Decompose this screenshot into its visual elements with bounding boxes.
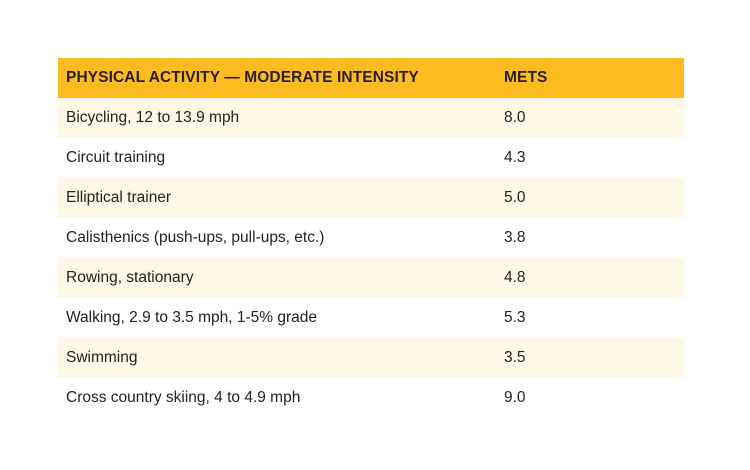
mets-table: PHYSICAL ACTIVITY — MODERATE INTENSITY M…: [58, 58, 684, 418]
activity-cell: Walking, 2.9 to 3.5 mph, 1-5% grade: [66, 309, 318, 326]
table-header: PHYSICAL ACTIVITY — MODERATE INTENSITY M…: [58, 58, 684, 98]
mets-cell: 5.3: [504, 309, 526, 326]
table-row: Bicycling, 12 to 13.9 mph 8.0: [58, 98, 684, 138]
activity-cell: Cross country skiing, 4 to 4.9 mph: [66, 389, 301, 406]
table-row: Cross country skiing, 4 to 4.9 mph 9.0: [58, 378, 684, 418]
mets-cell: 9.0: [504, 389, 526, 406]
mets-cell: 3.8: [504, 229, 526, 246]
activity-cell: Calisthenics (push-ups, pull-ups, etc.): [66, 229, 325, 246]
mets-cell: 5.0: [504, 189, 526, 206]
header-activity: PHYSICAL ACTIVITY — MODERATE INTENSITY: [66, 69, 419, 86]
activity-cell: Elliptical trainer: [66, 189, 172, 206]
mets-cell: 3.5: [504, 349, 526, 366]
table-row: Circuit training 4.3: [58, 138, 684, 178]
mets-cell: 4.3: [504, 149, 526, 166]
table-row: Calisthenics (push-ups, pull-ups, etc.) …: [58, 218, 684, 258]
header-mets: METS: [504, 69, 548, 86]
table-row: Elliptical trainer 5.0: [58, 178, 684, 218]
mets-cell: 8.0: [504, 109, 526, 126]
table-row: Walking, 2.9 to 3.5 mph, 1-5% grade 5.3: [58, 298, 684, 338]
activity-cell: Swimming: [66, 349, 138, 366]
table-row: Swimming 3.5: [58, 338, 684, 378]
mets-cell: 4.8: [504, 269, 526, 286]
activity-cell: Circuit training: [66, 149, 166, 166]
activity-cell: Rowing, stationary: [66, 269, 194, 286]
table-row: Rowing, stationary 4.8: [58, 258, 684, 298]
activity-cell: Bicycling, 12 to 13.9 mph: [66, 109, 240, 126]
